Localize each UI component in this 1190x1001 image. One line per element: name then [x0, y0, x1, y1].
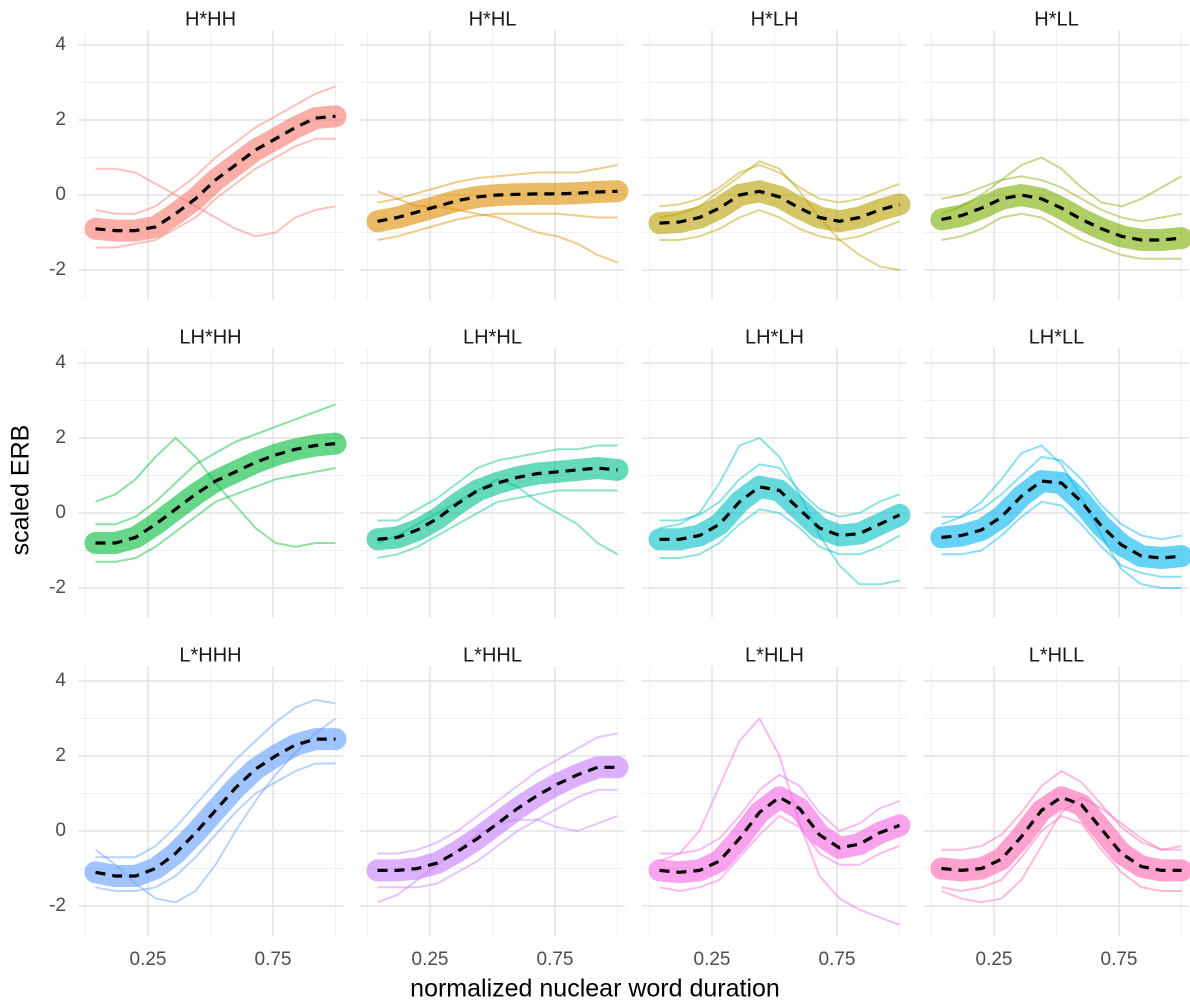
trace-line [659, 815, 900, 892]
mean-line [941, 795, 1182, 872]
trace-line [95, 137, 336, 249]
trace-line [659, 717, 900, 926]
y-tick-label: 0 [55, 502, 66, 523]
mean-line [95, 114, 336, 233]
trace-line [941, 815, 1182, 892]
trace-line [941, 175, 1182, 223]
trace-line [659, 508, 900, 559]
mean-line [941, 193, 1182, 242]
panel-title: H*LL [1034, 8, 1078, 30]
trace-line [377, 212, 618, 241]
trace-line [95, 167, 336, 238]
trace-band [930, 786, 1190, 882]
trace-line [941, 212, 1182, 260]
x-axis-title: normalized nuclear word duration [410, 975, 780, 1001]
y-tick-label: 2 [55, 109, 66, 130]
trace-line [941, 156, 1182, 215]
y-tick-label: -2 [49, 259, 66, 280]
trace-line [659, 463, 900, 522]
trace-band [930, 470, 1190, 569]
trace-line [377, 788, 618, 889]
panel-title: LH*LH [745, 326, 804, 348]
x-tick-label: 0.75 [255, 949, 292, 970]
panel-title: LH*HH [179, 326, 241, 348]
trace-line [941, 444, 1182, 589]
panel-title: LH*HL [463, 326, 522, 348]
x-tick-label: 0.25 [130, 949, 167, 970]
y-tick-label: -2 [49, 895, 66, 916]
panel-title: L*HHH [179, 644, 241, 666]
trace-line [95, 762, 336, 892]
y-tick-label: 4 [55, 352, 66, 373]
trace-line [941, 770, 1182, 851]
mean-line [659, 189, 900, 225]
trace-line [941, 455, 1182, 541]
panel-title: H*HH [185, 8, 236, 30]
x-tick-label: 0.75 [819, 949, 856, 970]
mean-line [95, 442, 336, 545]
trace-line [659, 164, 900, 208]
trace-line [95, 467, 336, 563]
trace-line [377, 164, 618, 204]
mean-line [941, 479, 1182, 560]
y-tick-label: 0 [55, 184, 66, 205]
trace-band [366, 756, 629, 882]
mean-line [95, 737, 336, 878]
panel-title: H*HL [469, 8, 517, 30]
x-tick-label: 0.75 [537, 949, 574, 970]
trace-line [95, 85, 336, 215]
y-tick-label: 0 [55, 820, 66, 841]
panel-title: H*LH [751, 8, 799, 30]
trace-line [941, 796, 1182, 904]
trace-line [941, 500, 1182, 578]
y-tick-label: 2 [55, 745, 66, 766]
panel-title: L*HLH [745, 644, 804, 666]
y-tick-label: 2 [55, 427, 66, 448]
trace-band [84, 432, 347, 554]
trace-band [930, 184, 1190, 251]
mean-line [659, 795, 901, 874]
y-tick-label: -2 [49, 577, 66, 598]
x-tick-label: 0.25 [412, 949, 449, 970]
y-tick-label: 4 [55, 670, 66, 691]
x-tick-label: 0.25 [976, 949, 1013, 970]
trace-line [659, 437, 900, 586]
mean-line [377, 765, 618, 872]
trace-line [659, 209, 900, 241]
panel-title: LH*LL [1029, 326, 1085, 348]
x-tick-label: 0.75 [1101, 949, 1138, 970]
y-tick-label: 4 [55, 34, 66, 55]
trace-band [84, 728, 347, 887]
panel-title: L*HLL [1029, 644, 1085, 666]
trace-line [377, 489, 618, 559]
mean-line [659, 485, 901, 541]
y-axis-title: scaled ERB [7, 425, 35, 556]
mean-line [377, 189, 618, 223]
x-tick-label: 0.25 [694, 949, 731, 970]
trace-line [659, 773, 900, 855]
trace-line [95, 698, 336, 859]
trace-line [377, 732, 618, 855]
trace-line [95, 403, 336, 526]
trace-line [377, 444, 618, 522]
mean-line [377, 466, 618, 541]
panel-title: L*HHL [463, 644, 522, 666]
